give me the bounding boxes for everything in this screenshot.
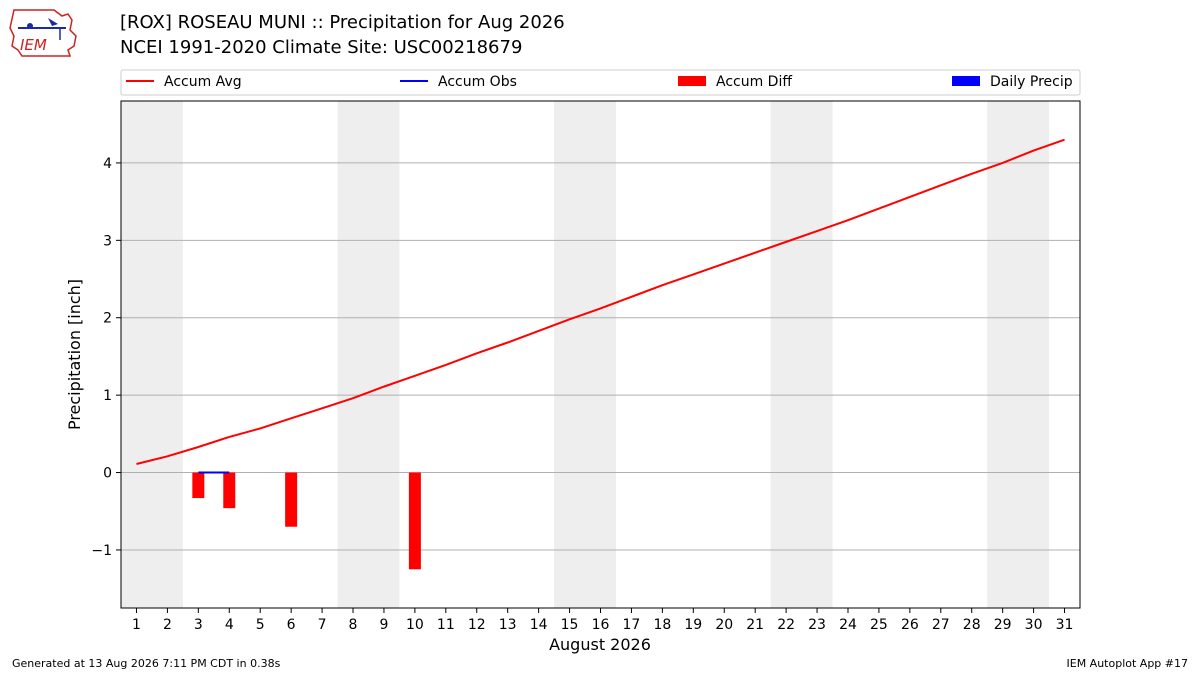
- x-tick-label: 13: [499, 617, 517, 633]
- x-tick-label: 21: [746, 617, 764, 633]
- accum-diff-bar: [192, 472, 205, 499]
- weekend-shading: [121, 101, 1050, 608]
- x-tick-label: 28: [963, 617, 981, 633]
- weekend-shade-1: [337, 101, 400, 608]
- x-tick-label: 31: [1056, 617, 1074, 633]
- accum-diff-bar: [223, 472, 236, 509]
- legend-frame: [120, 69, 1081, 96]
- chart-subtitle: NCEI 1991-2020 Climate Site: USC00218679: [120, 37, 523, 58]
- y-tick-label: 0: [103, 466, 112, 482]
- x-tick-label: 8: [349, 617, 358, 633]
- x-tick-label: 9: [379, 617, 388, 633]
- x-tick-label: 15: [561, 617, 579, 633]
- x-tick-label: 22: [777, 617, 795, 633]
- legend-label-daily-precip: Daily Precip: [990, 74, 1073, 90]
- x-tick-label: 23: [808, 617, 826, 633]
- x-tick-label: 20: [715, 617, 733, 633]
- accum-diff-bar: [285, 472, 298, 527]
- weekend-shade-2: [554, 101, 616, 608]
- x-tick-label: 17: [623, 617, 641, 633]
- x-tick-label: 2: [163, 617, 172, 633]
- x-tick-label: 3: [194, 617, 203, 633]
- legend-swatch-daily-precip: [952, 76, 980, 86]
- legend: Accum Avg Accum Obs Accum Diff Daily Precip: [120, 69, 1081, 96]
- legend-label-accum-obs: Accum Obs: [438, 74, 517, 90]
- x-tick-label: 1: [132, 617, 141, 633]
- x-tick-label: 10: [406, 617, 424, 633]
- x-tick-label: 5: [256, 617, 265, 633]
- footer-app-text: IEM Autoplot App #17: [1066, 657, 1189, 670]
- weekend-shade-3: [770, 101, 833, 608]
- x-axis-label: August 2026: [549, 635, 651, 654]
- x-tick-label: 26: [901, 617, 919, 633]
- x-tick-label: 30: [1025, 617, 1043, 633]
- x-tick-label: 16: [592, 617, 610, 633]
- accum-diff-bars: [192, 472, 421, 570]
- x-axis-ticks: 1 2 3 4 5 6 7 8 9 10 11 12 13 14 15 16 17 18 19 20 21 22 23 24 2…: [132, 608, 1073, 633]
- logo-text: IEM: [20, 36, 47, 54]
- y-tick-label: 1: [103, 388, 112, 404]
- y-tick-label: 2: [103, 311, 112, 327]
- x-tick-label: 14: [530, 617, 548, 633]
- accum-avg-line: [136, 138, 1065, 465]
- footer-generated-text: Generated at 13 Aug 2026 7:11 PM CDT in …: [12, 657, 281, 670]
- y-tick-label: 3: [103, 233, 112, 249]
- legend-label-accum-diff: Accum Diff: [716, 74, 792, 90]
- x-tick-label: 19: [684, 617, 702, 633]
- y-axis-label: Precipitation [inch]: [65, 279, 84, 430]
- weekend-shade-0: [121, 101, 183, 608]
- x-tick-label: 4: [225, 617, 234, 633]
- series-lines: [136, 138, 1065, 474]
- chart-title: [ROX] ROSEAU MUNI :: Precipitation for A…: [120, 12, 565, 33]
- accum-diff-bar: [408, 472, 421, 570]
- x-tick-label: 29: [994, 617, 1012, 633]
- y-tick-label: 4: [103, 156, 112, 172]
- legend-label-accum-avg: Accum Avg: [164, 74, 242, 90]
- legend-swatch-accum-diff: [678, 76, 706, 86]
- x-tick-label: 11: [437, 617, 455, 633]
- x-tick-label: 27: [932, 617, 950, 633]
- x-tick-label: 12: [468, 617, 486, 633]
- x-tick-label: 25: [870, 617, 888, 633]
- x-tick-label: 7: [318, 617, 327, 633]
- x-tick-label: 6: [287, 617, 296, 633]
- x-tick-label: 24: [839, 617, 857, 633]
- weekend-shade-4: [987, 101, 1050, 608]
- grid-lines: [121, 162, 1080, 551]
- y-axis-ticks: −1 0 1 2 3 4: [91, 156, 121, 559]
- y-tick-label: −1: [91, 543, 112, 559]
- iem-logo: IEM: [9, 9, 77, 57]
- x-tick-label: 18: [653, 617, 671, 633]
